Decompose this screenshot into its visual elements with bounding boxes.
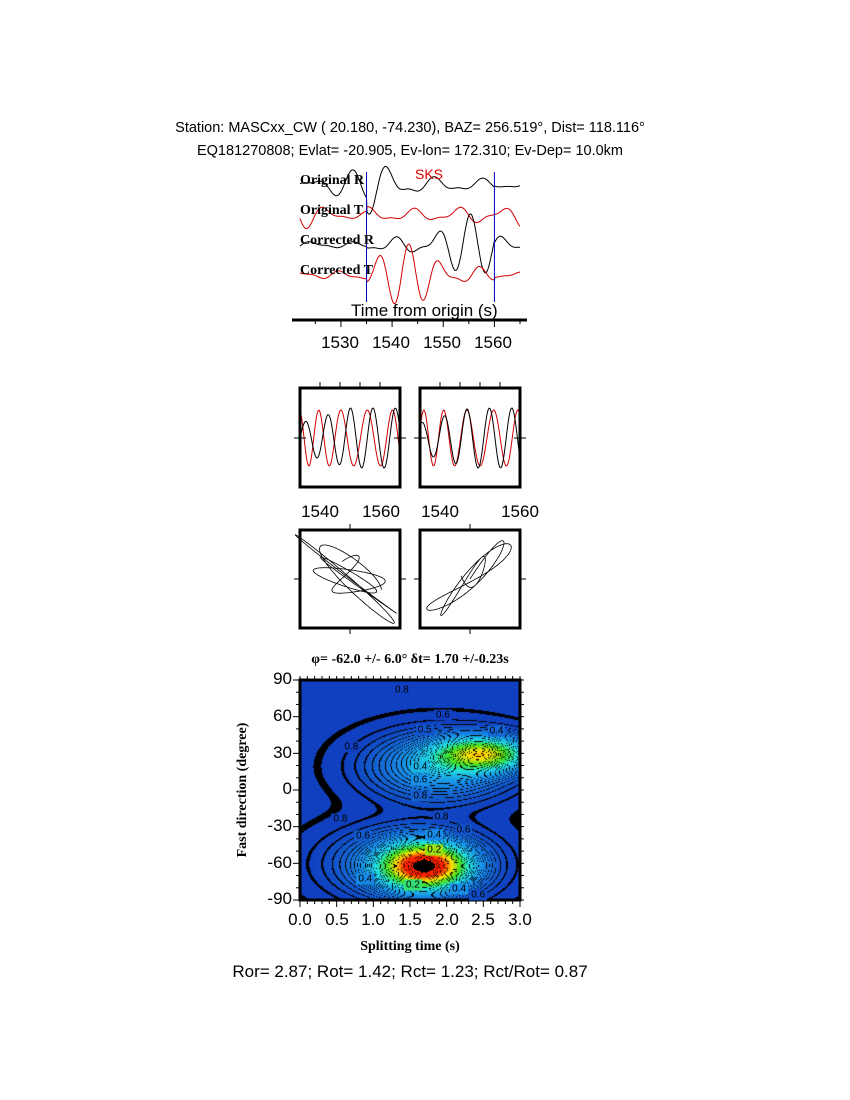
particle-motion-frame bbox=[418, 528, 522, 630]
event-info: EQ181270808; Evlat= -20.905, Ev-lon= 172… bbox=[196, 143, 623, 159]
contour-label: 0.4 bbox=[411, 761, 430, 773]
particle-motion-frame bbox=[298, 528, 402, 630]
station-info: Station: MASCxx_CW ( 20.180, -74.230), B… bbox=[175, 120, 645, 136]
y-tick-label: -90 bbox=[267, 889, 292, 908]
window-trace-t bbox=[299, 409, 401, 467]
contour-label: 0.8 bbox=[342, 741, 361, 753]
y-tick-label: 0 bbox=[282, 779, 292, 798]
phase-label: SKS bbox=[415, 166, 444, 182]
y-tick-label: -30 bbox=[267, 816, 292, 835]
trace-label-corrected-r: Corrected R bbox=[300, 233, 374, 248]
x-tick-label: 1560 bbox=[501, 502, 539, 521]
x-tick-label: 1540 bbox=[301, 502, 339, 521]
x-tick-label: 2.5 bbox=[471, 910, 495, 929]
window-trace-r bbox=[419, 407, 521, 469]
x-tick-label: 0.0 bbox=[288, 910, 312, 929]
contour-label: 0.5 bbox=[415, 724, 434, 736]
grid-ylabel: Fast direction (degree) bbox=[235, 722, 250, 858]
window-trace-r bbox=[299, 407, 401, 469]
x-tick-label: 1560 bbox=[474, 333, 512, 352]
contour-label: 0.6 bbox=[469, 889, 488, 901]
contour-label: 0.6 bbox=[411, 774, 430, 786]
corrected-window-frame bbox=[418, 386, 522, 489]
window-trace-t bbox=[419, 409, 521, 467]
contour-label: 0.8 bbox=[432, 811, 451, 823]
x-tick-label: 0.5 bbox=[325, 910, 349, 929]
seismogram-xlabel: Time from origin (s) bbox=[351, 301, 498, 320]
trace-label-original-r: Original R bbox=[300, 173, 365, 188]
contour-label: 0.6 bbox=[454, 824, 473, 836]
contour-label: 0.6 bbox=[354, 830, 373, 842]
y-tick-label: 90 bbox=[273, 669, 292, 688]
trace-label-corrected-t: Corrected T bbox=[300, 263, 373, 278]
contour-label: 0.6 bbox=[434, 709, 452, 721]
trace-label-original-t: Original T bbox=[300, 203, 364, 218]
original-window-frame bbox=[298, 386, 402, 489]
grid-search-title: φ= -62.0 +/- 6.0° δt= 1.70 +/-0.23s bbox=[311, 652, 509, 667]
contour-label: 0.8 bbox=[411, 790, 430, 802]
contour-label: 0.8 bbox=[331, 813, 350, 825]
contour-label: 0.4 bbox=[356, 873, 375, 885]
contour-label: 0.4 bbox=[487, 725, 506, 737]
ratio-summary: Ror= 2.87; Rot= 1.42; Rct= 1.23; Rct/Rot… bbox=[232, 962, 588, 981]
contour-label: 0.4 bbox=[450, 883, 469, 895]
y-tick-label: 60 bbox=[273, 706, 292, 725]
y-tick-label: -60 bbox=[267, 853, 292, 872]
x-tick-label: 3.0 bbox=[508, 910, 532, 929]
particle-motion-curve bbox=[294, 534, 397, 624]
x-tick-label: 1550 bbox=[423, 333, 461, 352]
particle-motion-curve bbox=[426, 540, 512, 617]
x-tick-label: 1540 bbox=[372, 333, 410, 352]
x-tick-label: 1560 bbox=[362, 502, 400, 521]
x-tick-label: 1540 bbox=[421, 502, 459, 521]
contour-label: 0.4 bbox=[425, 829, 444, 841]
y-tick-label: 30 bbox=[273, 743, 292, 762]
x-tick-label: 2.0 bbox=[435, 910, 459, 929]
contour-label: 0.8 bbox=[392, 684, 411, 696]
x-tick-label: 1530 bbox=[321, 333, 359, 352]
grid-xlabel: Splitting time (s) bbox=[360, 939, 460, 954]
contour-label: 0.2 bbox=[403, 879, 422, 891]
energy-map bbox=[300, 680, 520, 900]
x-tick-label: 1.0 bbox=[361, 910, 385, 929]
contour-label: 0.2 bbox=[425, 844, 444, 856]
x-tick-label: 1.5 bbox=[398, 910, 422, 929]
